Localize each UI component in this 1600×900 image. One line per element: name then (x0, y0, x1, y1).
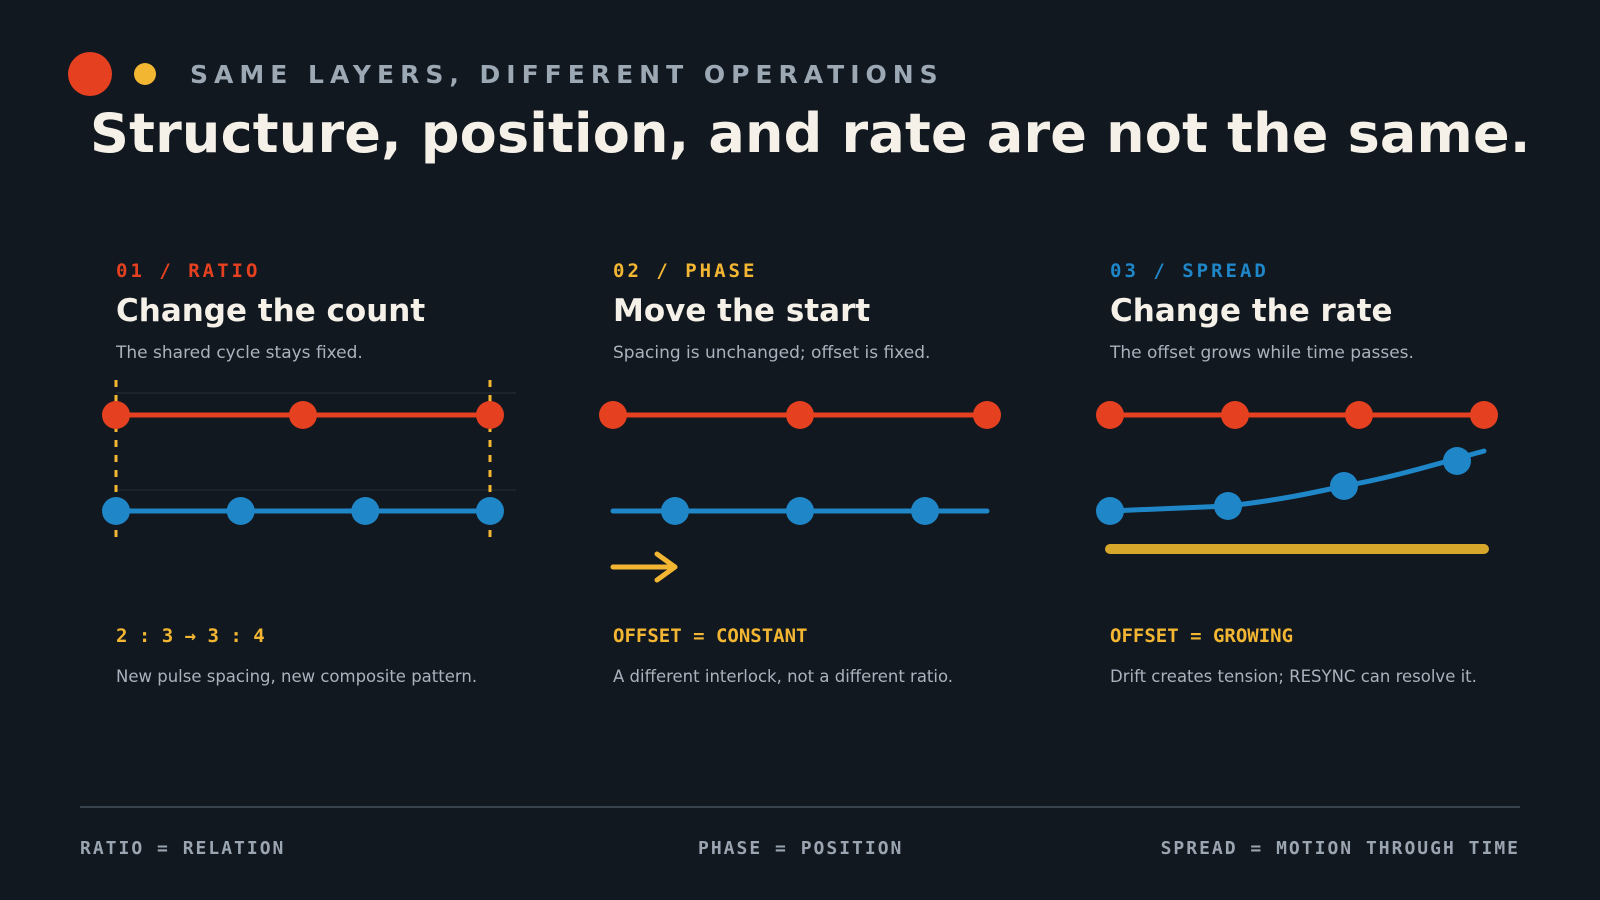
footer-divider (80, 806, 1520, 808)
blue-drift-point (1214, 492, 1242, 520)
phase-kicker: 02 / PHASE (613, 260, 758, 282)
red-pulse-point (102, 401, 130, 429)
phase-diagram (599, 401, 1001, 583)
spread-note: Drift creates tension; RESYNC can resolv… (1110, 667, 1477, 686)
footer-ratio-summary: RATIO = RELATION (80, 838, 286, 859)
red-rate-point (1221, 401, 1249, 429)
blue-drift-point (1330, 472, 1358, 500)
spread-title: Change the rate (1110, 293, 1393, 329)
spread-formula: OFFSET = GROWING (1110, 625, 1294, 647)
spread-subtitle: The offset grows while time passes. (1110, 343, 1414, 363)
ratio-subtitle: The shared cycle stays fixed. (116, 343, 363, 363)
yellow-brand-dot (134, 63, 156, 85)
blue-pulse-point (102, 497, 130, 525)
phase-formula: OFFSET = CONSTANT (613, 625, 808, 647)
spread-diagram (1096, 401, 1498, 554)
blue-pulse-point (226, 497, 255, 525)
blue-phase-point (911, 497, 939, 525)
blue-drift-curve (1107, 448, 1487, 514)
page-title: Structure, position, and rate are not th… (90, 102, 1531, 165)
ratio-formula: 2 : 3 → 3 : 4 (116, 625, 265, 647)
phase-panel: 02 / PHASE Move the start Spacing is unc… (599, 255, 1053, 695)
ratio-title: Change the count (116, 293, 426, 329)
red-phase-point (973, 401, 1001, 429)
blue-phase-point (661, 497, 689, 525)
red-rate-point (1470, 401, 1498, 429)
phase-note: A different interlock, not a different r… (613, 667, 954, 686)
red-phase-point (599, 401, 627, 429)
ratio-diagram (102, 380, 516, 543)
blue-pulse-point (476, 497, 504, 525)
ratio-kicker: 01 / RATIO (116, 260, 261, 282)
red-pulse-point (476, 401, 504, 429)
ratio-note: New pulse spacing, new composite pattern… (116, 667, 478, 686)
blue-drift-point (1096, 497, 1124, 525)
eyebrow-label: SAME LAYERS, DIFFERENT OPERATIONS (190, 60, 944, 89)
blue-pulse-point (351, 497, 380, 525)
blue-phase-point (786, 497, 814, 525)
red-rate-point (1096, 401, 1124, 429)
phase-subtitle: Spacing is unchanged; offset is fixed. (613, 343, 931, 363)
red-phase-point (786, 401, 814, 429)
spread-kicker: 03 / SPREAD (1110, 260, 1269, 282)
spread-panel: 03 / SPREAD Change the rate The offset g… (1096, 255, 1550, 695)
red-rate-point (1345, 401, 1373, 429)
footer-phase-summary: PHASE = POSITION (698, 838, 904, 859)
footer-spread-summary: SPREAD = MOTION THROUGH TIME (1160, 838, 1520, 859)
red-pulse-point (289, 401, 317, 429)
red-brand-dot (68, 52, 112, 96)
phase-title: Move the start (613, 293, 871, 329)
arrow-right-icon (610, 551, 678, 583)
ratio-panel: 01 / RATIO Change the count The shared c… (102, 255, 556, 695)
blue-drift-point (1443, 447, 1471, 475)
